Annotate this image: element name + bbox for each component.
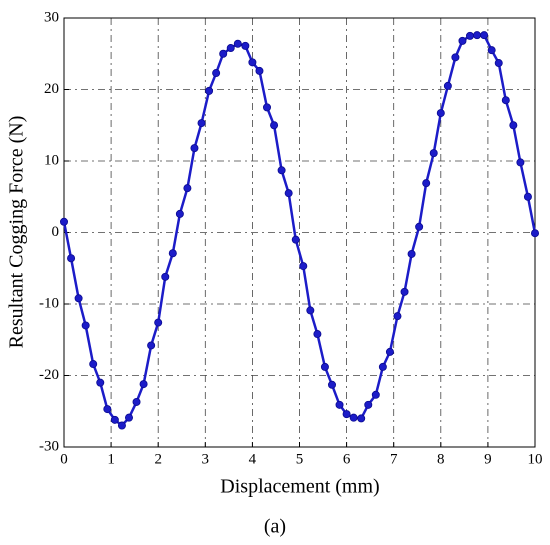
x-tick-label: 2: [154, 451, 162, 467]
data-point: [357, 414, 366, 423]
data-point: [154, 318, 163, 327]
data-point: [284, 189, 293, 198]
data-point: [205, 86, 214, 95]
data-point: [466, 31, 475, 40]
data-point: [291, 235, 300, 244]
data-point: [96, 378, 105, 387]
y-axis-label: Resultant Cogging Force (N): [6, 116, 28, 349]
y-tick-label: 30: [44, 9, 59, 25]
data-point: [183, 184, 192, 193]
data-point: [226, 44, 235, 53]
data-point: [197, 119, 206, 128]
data-point: [124, 413, 133, 422]
x-tick-label: 7: [390, 451, 398, 467]
data-point: [139, 380, 148, 389]
data-point: [429, 149, 438, 158]
x-tick-label: 8: [437, 451, 445, 467]
data-point: [168, 249, 177, 258]
data-point: [501, 96, 510, 105]
data-point: [531, 229, 540, 238]
data-point: [407, 249, 416, 258]
data-point: [161, 272, 170, 281]
data-point: [378, 362, 387, 371]
data-point: [327, 380, 336, 389]
data-point: [67, 254, 76, 263]
data-point: [458, 36, 467, 45]
data-point: [415, 222, 424, 231]
data-point: [487, 46, 496, 55]
data-point: [523, 192, 532, 201]
x-axis-label: Displacement (mm): [220, 476, 379, 498]
data-point: [299, 262, 308, 271]
data-point: [132, 397, 141, 406]
x-tick-label: 6: [343, 451, 351, 467]
data-point: [60, 217, 69, 226]
data-point: [393, 312, 402, 321]
data-point: [103, 405, 112, 414]
data-point: [335, 400, 344, 409]
data-point: [175, 209, 184, 218]
y-tick-label: -10: [39, 295, 59, 311]
y-tick-label: 0: [52, 224, 60, 240]
caption: (a): [264, 516, 286, 538]
y-tick-label: 10: [44, 152, 59, 168]
data-point: [212, 69, 221, 78]
data-point: [233, 39, 242, 48]
data-point: [89, 360, 98, 369]
data-point: [190, 144, 199, 153]
data-point: [509, 121, 518, 130]
y-tick-label: -30: [39, 438, 59, 454]
data-point: [306, 306, 315, 315]
data-point: [443, 81, 452, 90]
data-point: [400, 287, 409, 296]
data-point: [364, 400, 373, 409]
data-point: [320, 362, 329, 371]
data-point: [473, 31, 482, 40]
data-point: [117, 421, 126, 430]
data-point: [147, 341, 156, 350]
data-point: [110, 415, 119, 424]
data-point: [494, 59, 503, 68]
y-tick-label: 20: [44, 81, 59, 97]
data-point: [422, 179, 431, 188]
data-point: [270, 121, 279, 130]
data-point: [342, 410, 351, 419]
data-point: [371, 390, 380, 399]
data-point: [277, 166, 286, 175]
data-point: [248, 58, 257, 67]
data-point: [263, 103, 272, 112]
x-tick-label: 0: [60, 451, 68, 467]
data-point: [349, 413, 358, 422]
data-point: [74, 294, 83, 303]
x-tick-label: 10: [528, 451, 543, 467]
x-tick-label: 5: [296, 451, 304, 467]
data-point: [480, 31, 489, 40]
data-point: [436, 109, 445, 118]
x-tick-label: 9: [484, 451, 492, 467]
x-tick-label: 3: [202, 451, 210, 467]
x-tick-label: 4: [249, 451, 257, 467]
series-line: [62, 33, 537, 428]
x-tick-label: 1: [107, 451, 115, 467]
data-point: [255, 66, 264, 75]
data-point: [451, 53, 460, 62]
data-point: [241, 41, 250, 50]
y-tick-label: -20: [39, 367, 59, 383]
data-point: [385, 347, 394, 356]
data-point: [81, 321, 90, 330]
data-point: [313, 330, 322, 339]
data-point: [219, 49, 228, 58]
data-point: [516, 158, 525, 167]
